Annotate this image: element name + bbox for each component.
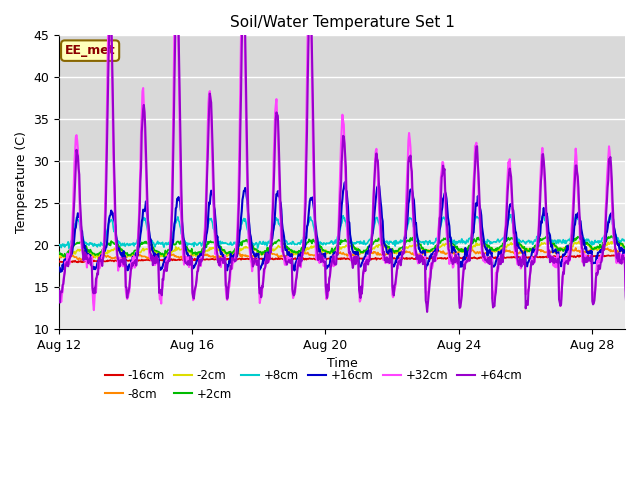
Bar xyxy=(59,36,625,161)
Bar xyxy=(59,161,625,329)
Title: Soil/Water Temperature Set 1: Soil/Water Temperature Set 1 xyxy=(230,15,454,30)
X-axis label: Time: Time xyxy=(326,357,358,370)
Legend: -16cm, -8cm, -2cm, +2cm, +8cm, +16cm, +32cm, +64cm: -16cm, -8cm, -2cm, +2cm, +8cm, +16cm, +3… xyxy=(100,364,527,405)
Text: EE_met: EE_met xyxy=(65,44,115,57)
Y-axis label: Temperature (C): Temperature (C) xyxy=(15,131,28,233)
